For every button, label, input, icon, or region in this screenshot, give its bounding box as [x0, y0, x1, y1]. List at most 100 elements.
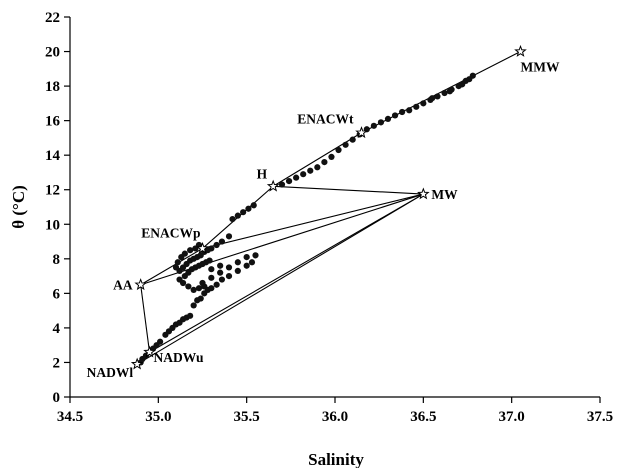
observation-point [240, 209, 247, 216]
observation-point [342, 141, 349, 148]
observation-point [243, 262, 250, 269]
y-tick-label: 0 [53, 390, 61, 406]
observation-point [234, 259, 241, 266]
observation-point [174, 259, 181, 266]
water-mass-markers [130, 44, 527, 370]
x-tick-label: 37.5 [587, 409, 613, 425]
water-mass-label-enacwp: ENACWp [141, 225, 200, 240]
observation-point [349, 136, 356, 143]
observation-point [185, 283, 192, 290]
water-mass-label-nadwl: NADWl [87, 365, 134, 380]
observation-point [217, 269, 224, 276]
x-tick-label: 37.0 [499, 409, 525, 425]
observation-point [225, 233, 233, 240]
observation-point [384, 115, 392, 123]
x-ticks: 34.5 35.0 35.5 36.0 36.5 37.0 37.5 [57, 397, 613, 425]
water-mass-star-nadwl [130, 357, 144, 370]
water-mass-label-nadwu: NADWu [154, 350, 205, 365]
observation-point [190, 302, 197, 309]
observation-point [248, 259, 256, 266]
y-tick-label: 6 [53, 286, 61, 302]
observation-point [321, 158, 328, 166]
y-ticks: 0 2 4 6 8 10 12 14 16 18 20 22 [45, 10, 70, 406]
observation-point [459, 81, 466, 88]
observation-point [225, 264, 233, 271]
observation-point [446, 88, 453, 95]
observation-point [213, 241, 220, 249]
x-tick-label: 36.5 [410, 409, 436, 425]
y-axis-title: θ (°C) [9, 185, 28, 229]
water-mass-label-enacwt: ENACWt [297, 112, 354, 127]
observation-point [208, 285, 215, 292]
water-mass-label-h: H [257, 166, 268, 181]
observation-point [399, 108, 406, 116]
water-mass-label-aa: AA [113, 278, 133, 293]
water-mass-star-enacwt [355, 126, 368, 139]
observation-point [218, 238, 226, 245]
water-mass-star-mw [417, 187, 430, 200]
mixing-line-nadwl-mw [136, 193, 424, 365]
observation-point [429, 95, 436, 102]
mixing-line-aa-nadwu [140, 284, 151, 353]
observation-point [187, 312, 194, 319]
observation-point [157, 338, 164, 345]
y-tick-label: 22 [45, 10, 60, 26]
observation-point [278, 181, 286, 188]
y-tick-label: 18 [45, 79, 60, 95]
observation-point [252, 252, 259, 259]
water-mass-label-mmw: MMW [521, 60, 560, 75]
y-tick-label: 20 [45, 45, 60, 61]
x-tick-label: 34.5 [57, 409, 83, 425]
mixing-line-mmw-enacwt [361, 51, 521, 134]
observation-point [195, 285, 203, 292]
observation-point [206, 257, 213, 264]
observation-point [466, 76, 473, 83]
observation-point [208, 274, 215, 281]
x-tick-label: 36.0 [322, 409, 348, 425]
y-tick-label: 10 [45, 217, 60, 233]
observation-point [314, 164, 321, 171]
observation-point [413, 103, 420, 110]
mixing-lines [136, 51, 521, 365]
observation-point [285, 177, 293, 185]
observation-point [245, 205, 252, 212]
observation-point [300, 171, 307, 178]
observation-point [441, 89, 448, 97]
water-mass-star-nadwu [143, 345, 156, 358]
observation-point [179, 279, 187, 287]
y-tick-label: 2 [53, 355, 61, 371]
mixing-line-enacwp-aa [140, 247, 203, 286]
observation-point [234, 212, 241, 219]
observation-point [181, 250, 188, 257]
observation-point [208, 245, 215, 252]
mixing-line-enacwt-h [272, 132, 362, 187]
water-mass-star-mmw [514, 44, 527, 57]
observation-point [307, 167, 314, 174]
observation-point [420, 100, 427, 107]
observation-point [377, 119, 385, 126]
mixing-line-h-mw [273, 185, 424, 195]
observation-point [335, 146, 342, 154]
y-tick-label: 4 [53, 321, 61, 337]
water-mass-labels: MMW ENACWt H MW ENACWp AA NADWu NADWl [87, 60, 560, 381]
observation-point [201, 283, 208, 290]
observation-point [328, 153, 335, 161]
y-tick-label: 14 [45, 148, 61, 164]
observation-point [172, 264, 180, 271]
x-tick-label: 35.0 [145, 409, 171, 425]
y-tick-label: 12 [45, 183, 60, 199]
observation-point [234, 267, 241, 275]
observation-point [208, 266, 215, 273]
observation-point [391, 112, 399, 119]
water-mass-label-mw: MW [431, 187, 458, 202]
observation-point [293, 174, 300, 181]
observation-point [187, 247, 194, 254]
observation-point [213, 281, 220, 288]
water-mass-star-h [266, 179, 280, 192]
observation-point [406, 107, 413, 114]
y-tick-label: 16 [45, 114, 61, 130]
x-tick-label: 35.5 [234, 409, 260, 425]
observation-point [243, 253, 250, 261]
observation-point [225, 272, 233, 280]
